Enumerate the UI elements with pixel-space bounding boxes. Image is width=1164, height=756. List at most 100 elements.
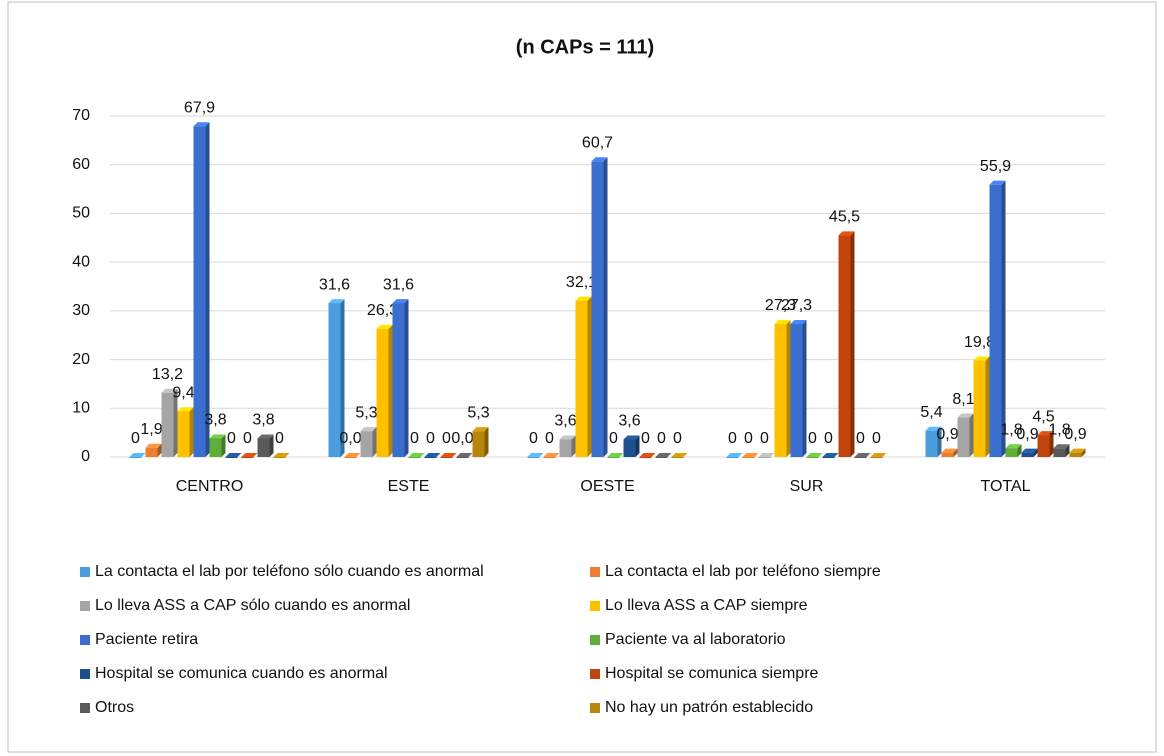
bar-top [177, 407, 194, 412]
legend-label: Otros [95, 699, 134, 716]
bar-top [241, 453, 258, 457]
data-label: 31,6 [319, 276, 350, 293]
data-label: 0 [760, 430, 769, 447]
y-tick-label: 40 [72, 253, 90, 270]
data-label: 3,8 [204, 412, 226, 429]
y-tick-label: 0 [81, 448, 90, 465]
legend-swatch [80, 567, 90, 577]
bar-top [408, 453, 425, 457]
data-label: 3,6 [618, 413, 640, 430]
bar [559, 439, 572, 457]
bar-top [623, 435, 640, 440]
bar [806, 457, 819, 458]
bar [193, 126, 206, 457]
data-label: 3,6 [554, 413, 576, 430]
bar-side [850, 231, 855, 457]
data-label: 0 [426, 430, 435, 447]
bar [790, 324, 803, 457]
bar-top [671, 453, 688, 457]
bar [177, 411, 190, 457]
legend-swatch [590, 601, 600, 611]
data-label: 0 [545, 430, 554, 447]
data-label: 1,8 [1048, 421, 1070, 438]
bar-top [639, 453, 656, 457]
bar [129, 457, 142, 458]
bar [870, 457, 883, 458]
bar-top [989, 180, 1006, 185]
bar [424, 457, 437, 458]
bar-side [587, 296, 592, 457]
bar [328, 303, 341, 457]
data-label: 0 [824, 430, 833, 447]
bar [941, 452, 954, 457]
y-tick-label: 20 [72, 351, 90, 368]
data-label: 0 [227, 430, 236, 447]
bar-side [1049, 431, 1054, 457]
bar-side [937, 426, 942, 457]
bar-top [774, 320, 791, 325]
legend-swatch [80, 601, 90, 611]
bar-side [802, 320, 807, 457]
legend-label: La contacta el lab por teléfono sólo cua… [95, 563, 484, 580]
data-label: 0 [728, 430, 737, 447]
bar [360, 431, 373, 457]
data-label: 0 [673, 430, 682, 447]
data-label: 27,3 [781, 297, 812, 314]
bar-top [209, 434, 226, 439]
bar-side [969, 413, 974, 457]
bar-top [193, 122, 210, 127]
data-label: 0 [808, 430, 817, 447]
data-label: 45,5 [829, 209, 860, 226]
bar-side [484, 427, 489, 457]
bar-top [1021, 448, 1038, 453]
data-label: 13,2 [152, 366, 183, 383]
data-label: 5,3 [355, 404, 377, 421]
data-label: 55,9 [980, 158, 1011, 175]
legend-swatch [590, 669, 600, 679]
x-tick-label: OESTE [580, 478, 634, 495]
bar [591, 161, 604, 457]
data-label: 0 [275, 430, 284, 447]
bar-side [786, 320, 791, 457]
bar-top [257, 434, 274, 439]
bar-side [985, 356, 990, 457]
data-label: 19,8 [964, 334, 995, 351]
data-label: 0 [410, 430, 419, 447]
bar-top [161, 388, 178, 393]
bar [273, 457, 286, 458]
legend-label: Paciente va al laboratorio [605, 631, 786, 648]
x-tick-label: ESTE [388, 478, 430, 495]
bar-top [456, 453, 473, 457]
bar-top [360, 427, 377, 432]
bar-top [440, 453, 457, 457]
bar [145, 447, 158, 457]
legend-label: Hospital se comunica siempre [605, 665, 819, 682]
data-label: 0,9 [936, 426, 958, 443]
data-label: 0 [529, 430, 538, 447]
legend-label: La contacta el lab por teléfono siempre [605, 563, 881, 580]
bar-top [806, 453, 823, 457]
bar-top [543, 453, 560, 457]
data-label: 4,5 [1032, 408, 1054, 425]
data-label: 8,1 [952, 391, 974, 408]
bar-top [941, 448, 958, 453]
bar [1053, 448, 1066, 457]
bar [925, 430, 938, 457]
legend-label: No hay un patrón establecido [605, 699, 813, 716]
bar-top [1037, 431, 1054, 436]
bar-side [1065, 444, 1070, 457]
bar-top [527, 453, 544, 457]
legend-label: Lo lleva ASS a CAP sólo cuando es anorma… [95, 597, 410, 614]
data-label: 0 [657, 430, 666, 447]
y-tick-label: 60 [72, 156, 90, 173]
data-label: 31,6 [383, 276, 414, 293]
data-label: 32,1 [566, 274, 597, 291]
bar-top [607, 453, 624, 457]
data-label: 0 [744, 430, 753, 447]
bar [527, 457, 540, 458]
bar [376, 328, 389, 457]
legend-swatch [590, 567, 600, 577]
bar [225, 457, 238, 458]
bar-top [1069, 448, 1086, 453]
